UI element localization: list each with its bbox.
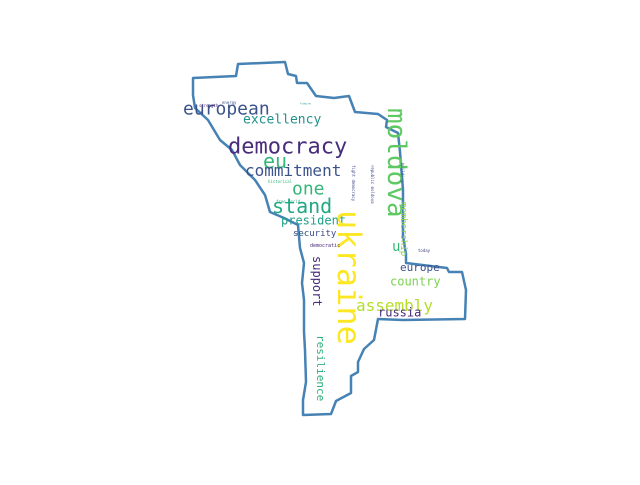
word-resilience: resilience <box>314 335 327 401</box>
moldova-outline <box>191 60 468 417</box>
word-eu: eu <box>263 149 287 173</box>
word-citizen: citizen <box>293 231 306 235</box>
word-strength: strength <box>199 103 219 108</box>
word-support: support <box>310 256 324 307</box>
word-today: today <box>418 248 431 253</box>
word-country: country <box>390 275 441 289</box>
word-future: future <box>300 101 311 105</box>
word-one: one <box>292 178 325 199</box>
word-assembly: assembly <box>356 296 433 315</box>
word-historical: historical <box>268 179 293 184</box>
word-ukraine: ukraine <box>330 210 368 345</box>
word-european: european <box>183 98 270 119</box>
word-democratic: democratic <box>310 243 340 249</box>
word-moldova: moldova <box>381 108 411 218</box>
word-stand: stand <box>272 194 332 218</box>
word-excellency: excellency <box>243 112 321 127</box>
word-russia: russia <box>378 306 421 320</box>
word-president: president <box>281 214 346 228</box>
word-fight-democracy: fight democracy <box>351 165 356 202</box>
word-building: building <box>400 163 405 183</box>
word-europe: europe <box>400 261 440 274</box>
word-security: security <box>293 229 337 239</box>
word-democracy: democracy <box>228 135 347 160</box>
word-energy: energy <box>222 100 237 105</box>
word-commitment: commitment <box>245 161 341 180</box>
word-free-world: free world <box>276 199 301 204</box>
word-membership: membership <box>398 202 408 256</box>
word-republic-moldova: republic moldova <box>370 165 375 204</box>
word-u: u <box>392 239 400 255</box>
